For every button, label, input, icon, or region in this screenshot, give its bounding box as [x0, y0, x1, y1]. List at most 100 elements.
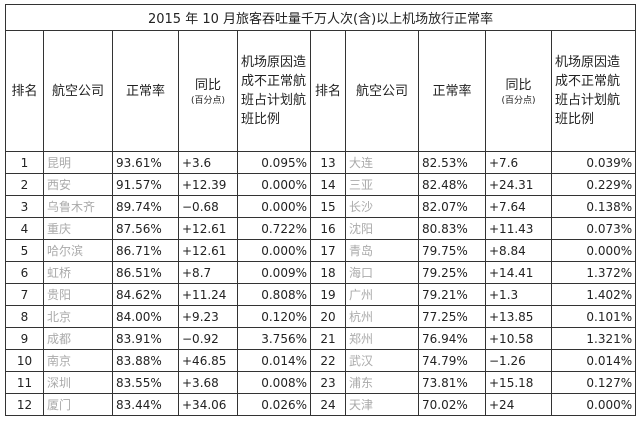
cell-yoy: −0.68	[178, 195, 238, 218]
cell-ratio: 0.000%	[550, 239, 637, 262]
cell-ratio: 0.095%	[237, 151, 311, 174]
header-yoy: 同比 (百分点)	[178, 30, 238, 152]
cell-rate: 93.61%	[112, 151, 179, 174]
cell-airport: 南京	[43, 349, 113, 372]
cell-rank: 19	[310, 283, 346, 306]
cell-yoy: +24.31	[485, 173, 552, 196]
cell-rate: 87.56%	[112, 217, 179, 240]
header-yoy: 同比 (百分点)	[485, 30, 552, 152]
cell-airport: 武汉	[345, 349, 419, 372]
cell-ratio: 0.229%	[550, 173, 637, 196]
cell-rank: 6	[5, 261, 44, 284]
cell-rate: 82.07%	[418, 195, 486, 218]
cell-rate: 79.75%	[418, 239, 486, 262]
cell-rate: 79.25%	[418, 261, 486, 284]
header-yoy-label: 同比	[505, 77, 532, 93]
cell-airport: 郑州	[345, 327, 419, 350]
cell-yoy: +24	[485, 393, 552, 416]
cell-yoy: +46.85	[178, 349, 238, 372]
table-row: 4 重庆 87.56% +12.61 0.722% 16 沈阳 80.83% +11.43 0.0…	[5, 217, 637, 240]
cell-yoy: +11.24	[178, 283, 238, 306]
header-company: 航空公司	[345, 30, 419, 152]
table-row: 2 西安 91.57% +12.39 0.000% 14 三亚 82.48% +24.31 0.2…	[5, 173, 637, 196]
cell-airport: 成都	[43, 327, 113, 350]
cell-ratio: 0.008%	[237, 371, 311, 394]
cell-ratio: 0.000%	[237, 173, 311, 196]
cell-ratio: 0.120%	[237, 305, 311, 328]
cell-airport: 三亚	[345, 173, 419, 196]
cell-airport: 重庆	[43, 217, 113, 240]
cell-rank: 16	[310, 217, 346, 240]
cell-ratio: 1.372%	[550, 261, 637, 284]
cell-yoy: +15.18	[485, 371, 552, 394]
cell-ratio: 0.009%	[237, 261, 311, 284]
cell-airport: 贵阳	[43, 283, 113, 306]
cell-ratio: 0.014%	[237, 349, 311, 372]
cell-rate: 73.81%	[418, 371, 486, 394]
cell-yoy: +9.23	[178, 305, 238, 328]
cell-rank: 20	[310, 305, 346, 328]
cell-rank: 22	[310, 349, 346, 372]
cell-rate: 79.21%	[418, 283, 486, 306]
table-row: 3 乌鲁木齐 89.74% −0.68 0.000% 15 长沙 82.07% +7.64 0.1…	[5, 195, 637, 218]
cell-yoy: +12.39	[178, 173, 238, 196]
cell-yoy: +34.06	[178, 393, 238, 416]
cell-rank: 2	[5, 173, 44, 196]
cell-ratio: 0.026%	[237, 393, 311, 416]
table-title: 2015 年 10 月旅客吞吐量千万人次(含)以上机场放行正常率	[4, 4, 637, 31]
header-yoy-label: 同比	[194, 77, 221, 93]
table-row: 9 成都 83.91% −0.92 3.756% 21 郑州 76.94% +10.58 1.32…	[5, 327, 637, 350]
cell-rate: 70.02%	[418, 393, 486, 416]
cell-yoy: +11.43	[485, 217, 552, 240]
cell-rank: 8	[5, 305, 44, 328]
cell-ratio: 3.756%	[237, 327, 311, 350]
header-ratio: 机场原因造成不正常航班占计划航班比例	[237, 30, 311, 152]
header-row: 排名 航空公司 正常率 同比 (百分点) 机场原因造成不正常航班占计划航班比例 排名 航空公司…	[5, 30, 637, 152]
cell-rank: 10	[5, 349, 44, 372]
cell-rank: 14	[310, 173, 346, 196]
cell-airport: 昆明	[43, 151, 113, 174]
cell-airport: 乌鲁木齐	[43, 195, 113, 218]
cell-ratio: 0.808%	[237, 283, 311, 306]
cell-rate: 83.44%	[112, 393, 179, 416]
table-body: 1 昆明 93.61% +3.6 0.095% 13 大连 82.53% +7.6 0.039% 2…	[5, 151, 637, 416]
cell-airport: 青岛	[345, 239, 419, 262]
cell-yoy: +7.64	[485, 195, 552, 218]
cell-airport: 哈尔滨	[43, 239, 113, 262]
cell-airport: 厦门	[43, 393, 113, 416]
cell-rate: 86.71%	[112, 239, 179, 262]
cell-rate: 84.62%	[112, 283, 179, 306]
cell-yoy: +7.6	[485, 151, 552, 174]
cell-ratio: 0.014%	[550, 349, 637, 372]
cell-rank: 18	[310, 261, 346, 284]
cell-rate: 83.91%	[112, 327, 179, 350]
cell-rate: 86.51%	[112, 261, 179, 284]
cell-ratio: 0.000%	[237, 195, 311, 218]
cell-ratio: 0.000%	[237, 239, 311, 262]
cell-rank: 23	[310, 371, 346, 394]
table-row: 11 深圳 83.55% +3.68 0.008% 23 浦东 73.81% +15.18 0.1…	[5, 371, 637, 394]
cell-rank: 4	[5, 217, 44, 240]
table-row: 5 哈尔滨 86.71% +12.61 0.000% 17 青岛 79.75% +8.84 0.0…	[5, 239, 637, 262]
cell-yoy: +3.6	[178, 151, 238, 174]
table-row: 6 虹桥 86.51% +8.7 0.009% 18 海口 79.25% +14.41 1.372…	[5, 261, 637, 284]
cell-ratio: 0.073%	[550, 217, 637, 240]
cell-yoy: +3.68	[178, 371, 238, 394]
table-row: 7 贵阳 84.62% +11.24 0.808% 19 广州 79.21% +1.3 1.402…	[5, 283, 637, 306]
cell-rank: 5	[5, 239, 44, 262]
cell-rate: 91.57%	[112, 173, 179, 196]
cell-yoy: +12.61	[178, 217, 238, 240]
cell-airport: 浦东	[345, 371, 419, 394]
cell-ratio: 1.321%	[550, 327, 637, 350]
cell-rate: 82.53%	[418, 151, 486, 174]
cell-rate: 82.48%	[418, 173, 486, 196]
cell-ratio: 0.127%	[550, 371, 637, 394]
cell-yoy: −0.92	[178, 327, 238, 350]
table-wrap: 2015 年 10 月旅客吞吐量千万人次(含)以上机场放行正常率 排名 航空公司正…	[4, 4, 637, 416]
table-row: 10 南京 83.88% +46.85 0.014% 22 武汉 74.79% −1.26 0.0…	[5, 349, 637, 372]
cell-rate: 77.25%	[418, 305, 486, 328]
cell-rank: 17	[310, 239, 346, 262]
header-yoy-unit: (百分点)	[501, 95, 536, 106]
cell-yoy: +12.61	[178, 239, 238, 262]
cell-ratio: 0.000%	[550, 393, 637, 416]
